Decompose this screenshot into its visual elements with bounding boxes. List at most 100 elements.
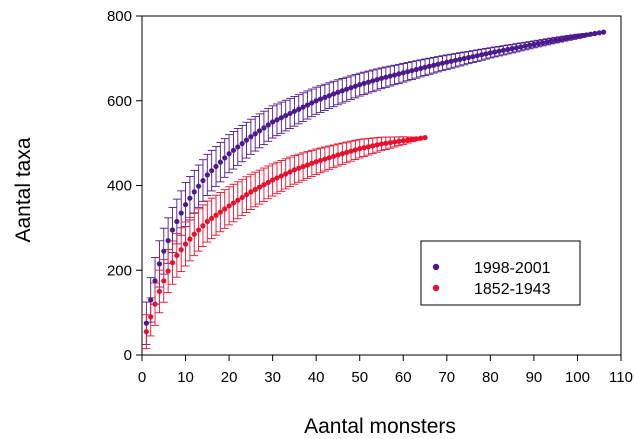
point-1998-2001 bbox=[226, 151, 232, 157]
point-1852-1943 bbox=[278, 173, 284, 179]
point-1998-2001 bbox=[391, 72, 398, 78]
point-1998-2001 bbox=[448, 58, 454, 64]
point-1998-2001 bbox=[222, 155, 228, 161]
point-1998-2001 bbox=[339, 88, 345, 94]
legend-marker-1852-1943 bbox=[432, 284, 440, 292]
point-1998-2001 bbox=[161, 248, 167, 254]
point-1852-1943 bbox=[322, 156, 328, 162]
point-1998-2001 bbox=[248, 134, 254, 140]
point-1998-2001 bbox=[169, 227, 176, 233]
point-1998-2001 bbox=[200, 177, 206, 184]
point-1852-1943 bbox=[222, 206, 228, 212]
point-1852-1943 bbox=[182, 241, 189, 247]
x-tick-label: 10 bbox=[177, 369, 194, 386]
point-1998-2001 bbox=[431, 62, 437, 68]
point-1852-1943 bbox=[348, 148, 354, 154]
point-1998-2001 bbox=[217, 159, 223, 165]
point-1852-1943 bbox=[331, 153, 337, 159]
point-1852-1943 bbox=[226, 203, 232, 209]
point-1852-1943 bbox=[200, 223, 206, 229]
point-1998-2001 bbox=[209, 168, 215, 174]
point-1852-1943 bbox=[265, 179, 271, 185]
point-1998-2001 bbox=[470, 53, 476, 60]
x-tick-label: 40 bbox=[308, 369, 325, 386]
y-tick-label: 800 bbox=[107, 8, 132, 25]
point-1998-2001 bbox=[252, 131, 258, 137]
point-1998-2001 bbox=[361, 80, 367, 86]
point-1852-1943 bbox=[169, 260, 176, 266]
point-1998-2001 bbox=[544, 39, 550, 45]
point-1852-1943 bbox=[344, 149, 350, 156]
point-1998-2001 bbox=[422, 64, 428, 70]
point-1852-1943 bbox=[296, 165, 302, 171]
point-1998-2001 bbox=[291, 108, 298, 114]
point-1998-2001 bbox=[178, 210, 184, 216]
point-1998-2001 bbox=[274, 117, 280, 123]
point-1998-2001 bbox=[566, 35, 572, 41]
point-1998-2001 bbox=[487, 50, 493, 56]
point-1998-2001 bbox=[557, 36, 563, 42]
point-1852-1943 bbox=[387, 140, 393, 146]
point-1998-2001 bbox=[505, 46, 511, 53]
point-1852-1943 bbox=[143, 329, 149, 335]
point-1998-2001 bbox=[196, 183, 202, 189]
point-1852-1943 bbox=[352, 147, 358, 153]
point-1852-1943 bbox=[374, 142, 380, 148]
y-axis-title: Aantal taxa bbox=[12, 137, 35, 242]
point-1998-2001 bbox=[352, 83, 358, 89]
point-1852-1943 bbox=[304, 162, 311, 168]
y-tick-label: 600 bbox=[107, 93, 132, 110]
point-1998-2001 bbox=[287, 110, 293, 117]
point-1998-2001 bbox=[370, 78, 376, 84]
point-1998-2001 bbox=[239, 140, 245, 147]
y-tick-label: 0 bbox=[124, 347, 132, 364]
point-1852-1943 bbox=[243, 192, 250, 198]
point-1852-1943 bbox=[204, 218, 210, 225]
point-1998-2001 bbox=[261, 125, 267, 131]
point-1852-1943 bbox=[300, 164, 306, 170]
y-axis: 0 200 400 600 800 bbox=[107, 8, 142, 364]
point-1852-1943 bbox=[339, 151, 345, 157]
x-axis-title: Aantal monsters bbox=[304, 415, 456, 438]
x-axis: 0 10 20 30 40 50 60 70 80 90 100 110 bbox=[138, 355, 633, 386]
point-1998-2001 bbox=[496, 48, 502, 54]
point-1998-2001 bbox=[474, 53, 480, 59]
point-1998-2001 bbox=[461, 55, 467, 62]
point-1852-1943 bbox=[213, 212, 219, 218]
point-1998-2001 bbox=[513, 45, 520, 51]
point-1998-2001 bbox=[509, 46, 515, 52]
point-1852-1943 bbox=[174, 252, 180, 259]
point-1998-2001 bbox=[187, 195, 193, 201]
point-1998-2001 bbox=[317, 96, 324, 102]
point-1852-1943 bbox=[365, 144, 372, 150]
point-1998-2001 bbox=[413, 66, 419, 73]
legend-box bbox=[420, 240, 581, 306]
point-1998-2001 bbox=[574, 33, 581, 39]
point-1852-1943 bbox=[391, 139, 398, 145]
point-1998-2001 bbox=[256, 128, 263, 134]
point-1998-2001 bbox=[457, 56, 463, 62]
point-1998-2001 bbox=[596, 30, 602, 36]
point-1998-2001 bbox=[570, 34, 576, 40]
point-1998-2001 bbox=[313, 98, 319, 104]
point-1852-1943 bbox=[283, 171, 289, 177]
x-tick-label: 50 bbox=[351, 369, 368, 386]
x-tick-label: 70 bbox=[438, 369, 455, 386]
point-1852-1943 bbox=[370, 143, 376, 149]
point-1998-2001 bbox=[592, 30, 598, 37]
point-1852-1943 bbox=[317, 157, 324, 164]
point-1998-2001 bbox=[587, 31, 594, 37]
point-1998-2001 bbox=[326, 93, 332, 99]
point-1998-2001 bbox=[278, 115, 284, 121]
point-1998-2001 bbox=[452, 57, 459, 63]
point-1998-2001 bbox=[483, 51, 489, 57]
point-1852-1943 bbox=[378, 141, 385, 147]
point-1852-1943 bbox=[291, 167, 298, 173]
point-1998-2001 bbox=[400, 70, 406, 76]
point-1852-1943 bbox=[383, 140, 389, 146]
point-1852-1943 bbox=[274, 175, 280, 181]
point-1852-1943 bbox=[152, 301, 158, 307]
legend-label-1852-1943: 1852-1943 bbox=[474, 281, 551, 298]
point-1998-2001 bbox=[344, 86, 350, 92]
